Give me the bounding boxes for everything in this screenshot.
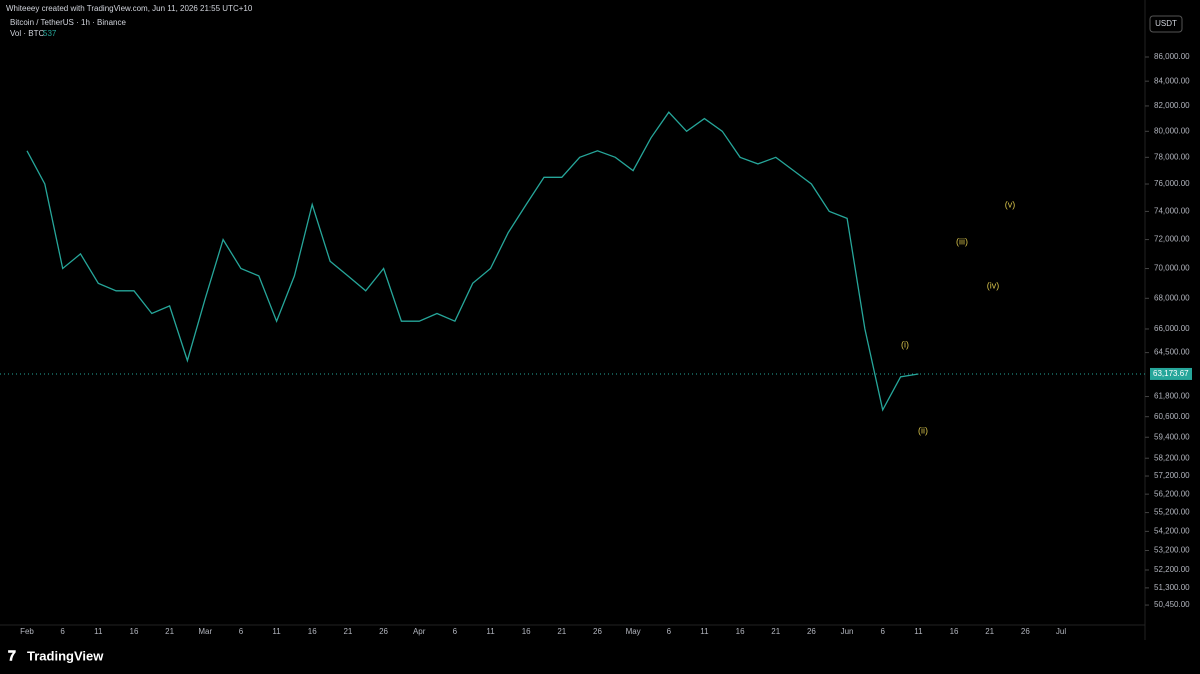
x-tick-label: 11 — [486, 627, 495, 636]
y-tick-label: 86,000.00 — [1154, 52, 1190, 61]
x-tick-label: 26 — [1021, 627, 1030, 636]
x-tick-label: Mar — [198, 627, 212, 636]
x-tick-label: 11 — [94, 627, 103, 636]
x-tick-label: Apr — [413, 627, 426, 636]
y-tick-label: 56,200.00 — [1154, 489, 1190, 498]
x-tick-label: 21 — [985, 627, 994, 636]
currency-box[interactable] — [1149, 15, 1183, 33]
y-tick-label: 78,000.00 — [1154, 152, 1190, 161]
credit: Whiteeey created with TradingView.com, J… — [6, 4, 253, 13]
x-tick-label: 6 — [667, 627, 672, 636]
y-tick-label: 54,200.00 — [1154, 526, 1190, 535]
y-tick-label: 84,000.00 — [1154, 76, 1190, 85]
x-tick-label: 16 — [130, 627, 139, 636]
x-tick-label: 6 — [880, 627, 885, 636]
wave-label: (ii) — [918, 425, 928, 435]
wave-label: (i) — [901, 339, 909, 349]
price-line — [26, 111, 919, 412]
x-tick-label: 21 — [343, 627, 352, 636]
y-tick-label: 72,000.00 — [1154, 235, 1190, 244]
x-tick-label: 16 — [308, 627, 317, 636]
x-tick-label: 6 — [239, 627, 244, 636]
y-tick-label: 68,000.00 — [1154, 293, 1190, 302]
y-tick-label: 60,600.00 — [1154, 412, 1190, 421]
y-tick-label: 76,000.00 — [1154, 179, 1190, 188]
volume-value: 537 — [43, 29, 57, 38]
x-tick-label: May — [626, 627, 641, 636]
symbol: Bitcoin / TetherUS · 1h · Binance — [10, 18, 126, 27]
y-tick-label: 80,000.00 — [1154, 126, 1190, 135]
x-tick-label: 6 — [453, 627, 458, 636]
y-tick-label: 50,450.00 — [1154, 600, 1190, 609]
wave-label: (v) — [1005, 199, 1016, 209]
wave-label: (iii) — [956, 236, 968, 246]
last-price-box — [1150, 367, 1192, 380]
brand-logo[interactable]: 𝟕 TradingView — [8, 648, 104, 664]
y-tick-label: 59,400.00 — [1154, 432, 1190, 441]
brand[interactable]: TradingView — [27, 648, 104, 663]
x-tick-label: Jul — [1056, 627, 1066, 636]
x-tick-label: 16 — [736, 627, 745, 636]
y-tick-label: 51,300.00 — [1154, 583, 1190, 592]
x-tick-label: 16 — [950, 627, 959, 636]
y-tick-label: 52,200.00 — [1154, 565, 1190, 574]
x-tick-label: 11 — [700, 627, 709, 636]
y-tick-label: 82,000.00 — [1154, 101, 1190, 110]
x-tick-label: 26 — [807, 627, 816, 636]
y-tick-label: 57,200.00 — [1154, 471, 1190, 480]
y-tick-label: 70,000.00 — [1154, 264, 1190, 273]
y-tick-label: 61,800.00 — [1154, 392, 1190, 401]
x-tick-label: 16 — [522, 627, 531, 636]
x-tick-label: Jun — [841, 627, 854, 636]
brand-icon[interactable]: 𝟕 — [8, 648, 16, 664]
y-tick-label: 53,200.00 — [1154, 546, 1190, 555]
x-tick-label: 11 — [914, 627, 923, 636]
wave-label: (iv) — [987, 280, 1000, 290]
y-tick-label: 66,000.00 — [1154, 324, 1190, 333]
last-price-label: 63,173.67 — [1153, 369, 1189, 378]
volume-label: Vol · BTC — [10, 29, 44, 38]
currency[interactable]: USDT — [1155, 19, 1177, 28]
y-tick-label: 74,000.00 — [1154, 207, 1190, 216]
x-tick-label: 26 — [379, 627, 388, 636]
x-tick-label: Feb — [20, 627, 34, 636]
y-tick-label: 58,200.00 — [1154, 453, 1190, 462]
x-tick-label: 6 — [60, 627, 65, 636]
y-tick-label: 64,500.00 — [1154, 348, 1190, 357]
x-tick-label: 21 — [165, 627, 174, 636]
x-tick-label: 21 — [771, 627, 780, 636]
x-tick-label: 11 — [272, 627, 281, 636]
x-tick-label: 21 — [557, 627, 566, 636]
y-tick-label: 55,200.00 — [1154, 508, 1190, 517]
x-tick-label: 26 — [593, 627, 602, 636]
